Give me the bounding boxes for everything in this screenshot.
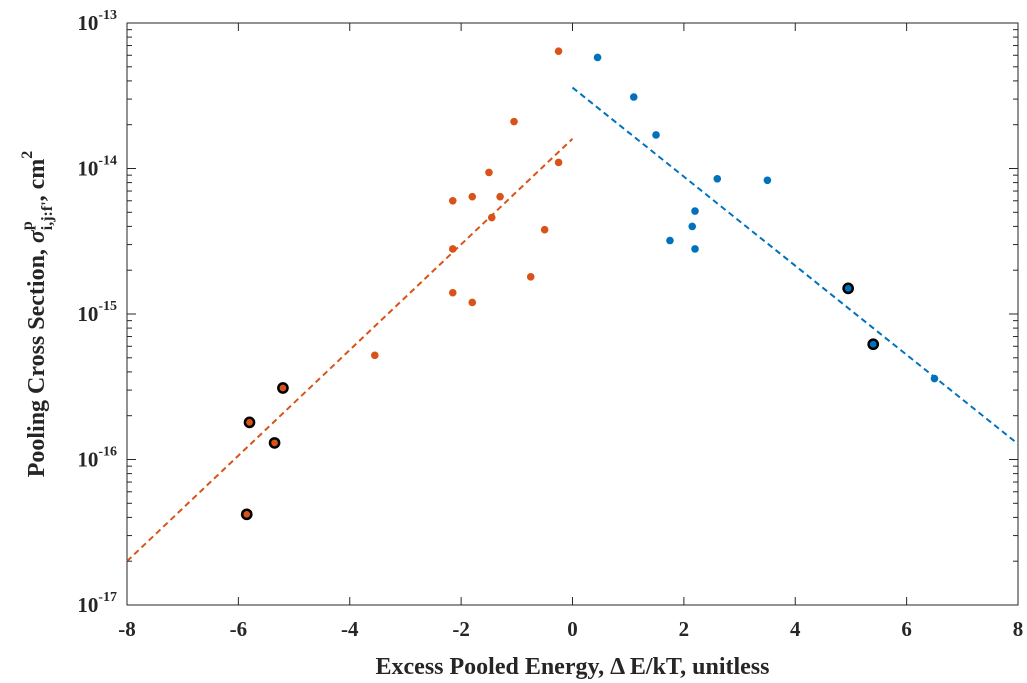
data-point-0 [540, 225, 549, 234]
data-point-0 [487, 213, 496, 222]
y-axis-ticks: 10-17 10-16 10-15 10-14 10-13 [77, 8, 1018, 617]
data-point-0 [448, 288, 457, 297]
fit-line-0 [126, 138, 574, 562]
data-point-1 [688, 222, 697, 231]
x-tick-label: -6 [230, 617, 248, 641]
x-tick-label: 2 [679, 617, 690, 641]
highlighted-point-1 [867, 338, 880, 351]
x-axis-ticks: -8 -6 -4 -2 0 2 4 6 8 [118, 23, 1023, 641]
x-tick-label: 0 [567, 617, 578, 641]
data-point-1 [593, 53, 602, 62]
x-tick-label: 6 [901, 617, 912, 641]
highlighted-point-0 [268, 437, 281, 449]
y-tick-label: 10-16 [77, 445, 117, 472]
data-points [240, 47, 939, 521]
x-tick-label: -4 [341, 617, 359, 641]
data-point-1 [713, 174, 722, 183]
data-point-1 [652, 131, 660, 139]
highlighted-point-0 [240, 508, 253, 521]
data-point-0 [554, 158, 563, 167]
y-axis-label-group: Pooling Cross Section, σp i,j:f', cm2 [19, 151, 56, 478]
data-point-0 [554, 47, 563, 56]
data-point-1 [763, 176, 772, 185]
data-point-0 [448, 196, 457, 205]
data-point-0 [526, 273, 535, 281]
data-point-0 [468, 192, 477, 201]
y-tick-label: 10-13 [77, 8, 117, 35]
y-tick-label: 10-15 [77, 299, 117, 326]
highlighted-point-0 [277, 382, 289, 394]
fit-line-1 [571, 86, 1019, 445]
x-tick-label: -2 [452, 617, 470, 641]
plot-area [126, 22, 1019, 606]
data-point-0 [485, 168, 493, 177]
x-tick-label: -8 [118, 617, 136, 641]
data-point-1 [930, 374, 939, 383]
highlighted-point-0 [243, 416, 256, 429]
x-tick-label: 8 [1013, 617, 1024, 641]
data-point-1 [629, 93, 638, 101]
data-point-0 [371, 351, 379, 360]
data-point-0 [496, 192, 504, 201]
data-point-0 [468, 298, 477, 307]
data-point-1 [666, 236, 674, 245]
y-tick-label: 10-14 [77, 154, 117, 181]
x-tick-label: 4 [790, 617, 801, 641]
data-point-0 [510, 117, 518, 126]
data-point-1 [691, 245, 699, 253]
data-point-1 [691, 207, 699, 215]
y-tick-label: 10-17 [77, 590, 117, 617]
y-axis-label: Pooling Cross Section, σp i,j:f', cm2 [19, 151, 56, 478]
highlighted-point-1 [842, 282, 855, 295]
data-point-0 [448, 245, 457, 253]
fit-lines [126, 86, 1019, 562]
x-axis-label: Excess Pooled Energy, Δ E/kT, unitless [376, 654, 770, 680]
